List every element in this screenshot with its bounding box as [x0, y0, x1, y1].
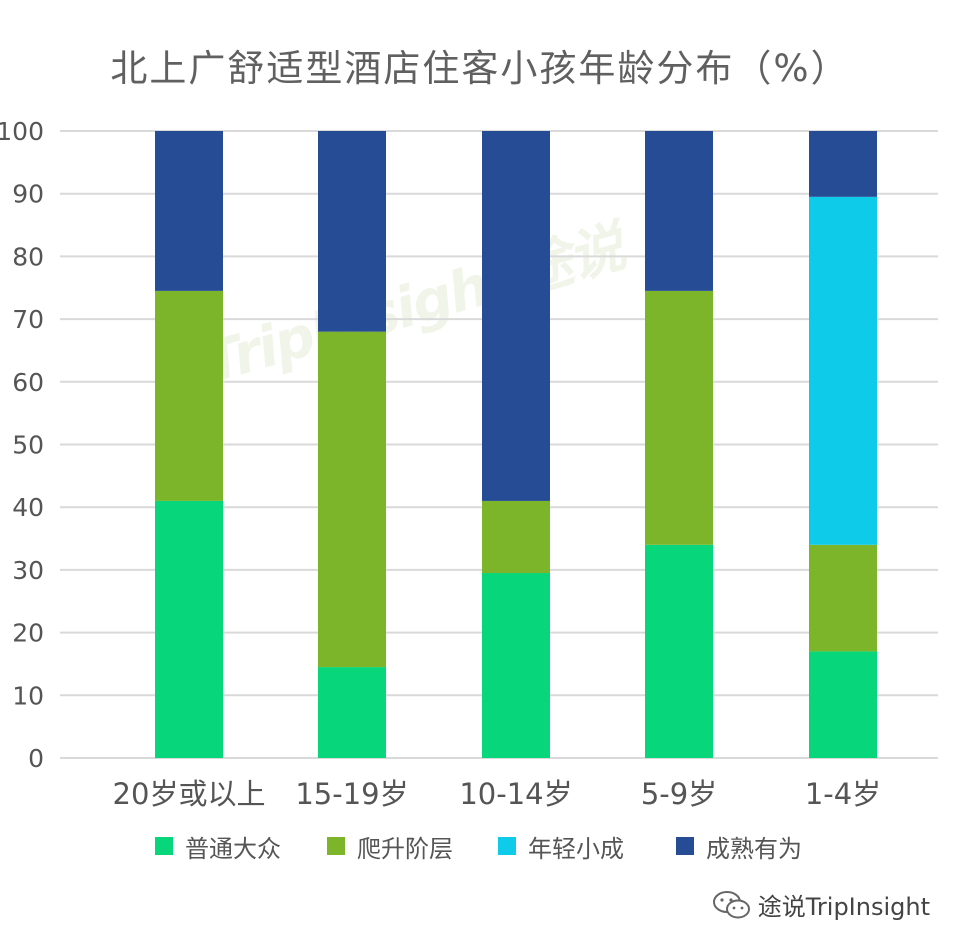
legend-label: 年轻小成 [528, 834, 624, 863]
bar-segment [645, 290, 713, 545]
legend-swatch [498, 837, 516, 855]
bar-segment [155, 290, 223, 501]
y-tick-label: 100 [0, 117, 44, 146]
bar-segment [155, 131, 223, 291]
legend-item: 年轻小成 [498, 826, 624, 866]
y-tick-labels: 0 10 20 30 40 50 60 70 80 90 100 [0, 117, 44, 773]
x-tick-label: 1-4岁 [805, 777, 881, 811]
x-tick-label: 20岁或以上 [113, 777, 266, 811]
y-tick-label: 80 [12, 242, 44, 271]
bar-segment [809, 651, 877, 758]
bars-layer [155, 131, 877, 758]
bar-segment [809, 196, 877, 545]
bar-segment [318, 667, 386, 758]
legend-label: 爬升阶层 [357, 834, 453, 863]
y-tick-label: 40 [12, 493, 44, 522]
y-tick-label: 70 [12, 305, 44, 334]
legend-swatch [327, 837, 345, 855]
y-tick-label: 20 [12, 619, 44, 648]
bar-segment [645, 544, 713, 758]
legend-item: 爬升阶层 [327, 826, 453, 866]
x-tick-label: 5-9岁 [641, 777, 717, 811]
bar-segment [318, 131, 386, 332]
y-tick-label: 50 [12, 431, 44, 460]
bar-segment [809, 131, 877, 197]
bar-segment [318, 331, 386, 668]
chart-title: 北上广舒适型酒店住客小孩年龄分布（%） [110, 47, 850, 90]
y-tick-label: 10 [12, 681, 44, 710]
y-tick-label: 90 [12, 180, 44, 209]
legend-label: 普通大众 [185, 834, 281, 863]
bar-segment [809, 544, 877, 652]
x-tick-label: 10-14岁 [459, 777, 572, 811]
bar-segment [482, 131, 550, 501]
footer-brand: 途说TripInsight [757, 893, 930, 921]
bar-segment [645, 131, 713, 291]
legend-item: 成熟有为 [676, 826, 802, 866]
x-tick-labels: 20岁或以上 15-19岁 10-14岁 5-9岁 1-4岁 [113, 777, 882, 811]
bar-segment [155, 500, 223, 758]
footer: 途说TripInsight [712, 887, 930, 922]
legend-label: 成熟有为 [706, 834, 802, 863]
chart-svg: 0 10 20 30 40 50 60 70 80 90 100 20岁或以上 15-19岁 10-14… [0, 117, 938, 811]
legend-swatch [676, 837, 694, 855]
legend-item: 普通大众 [155, 826, 281, 866]
bar-segment [482, 573, 550, 758]
x-tick-label: 15-19岁 [295, 777, 408, 811]
y-tick-label: 0 [28, 744, 44, 773]
y-tick-label: 60 [12, 368, 44, 397]
bar-segment [482, 500, 550, 574]
legend-swatch [155, 837, 173, 855]
y-tick-label: 30 [12, 556, 44, 585]
legend: 普通大众 爬升阶层 年轻小成 成熟有为 [0, 826, 960, 866]
wechat-icon [712, 890, 750, 918]
